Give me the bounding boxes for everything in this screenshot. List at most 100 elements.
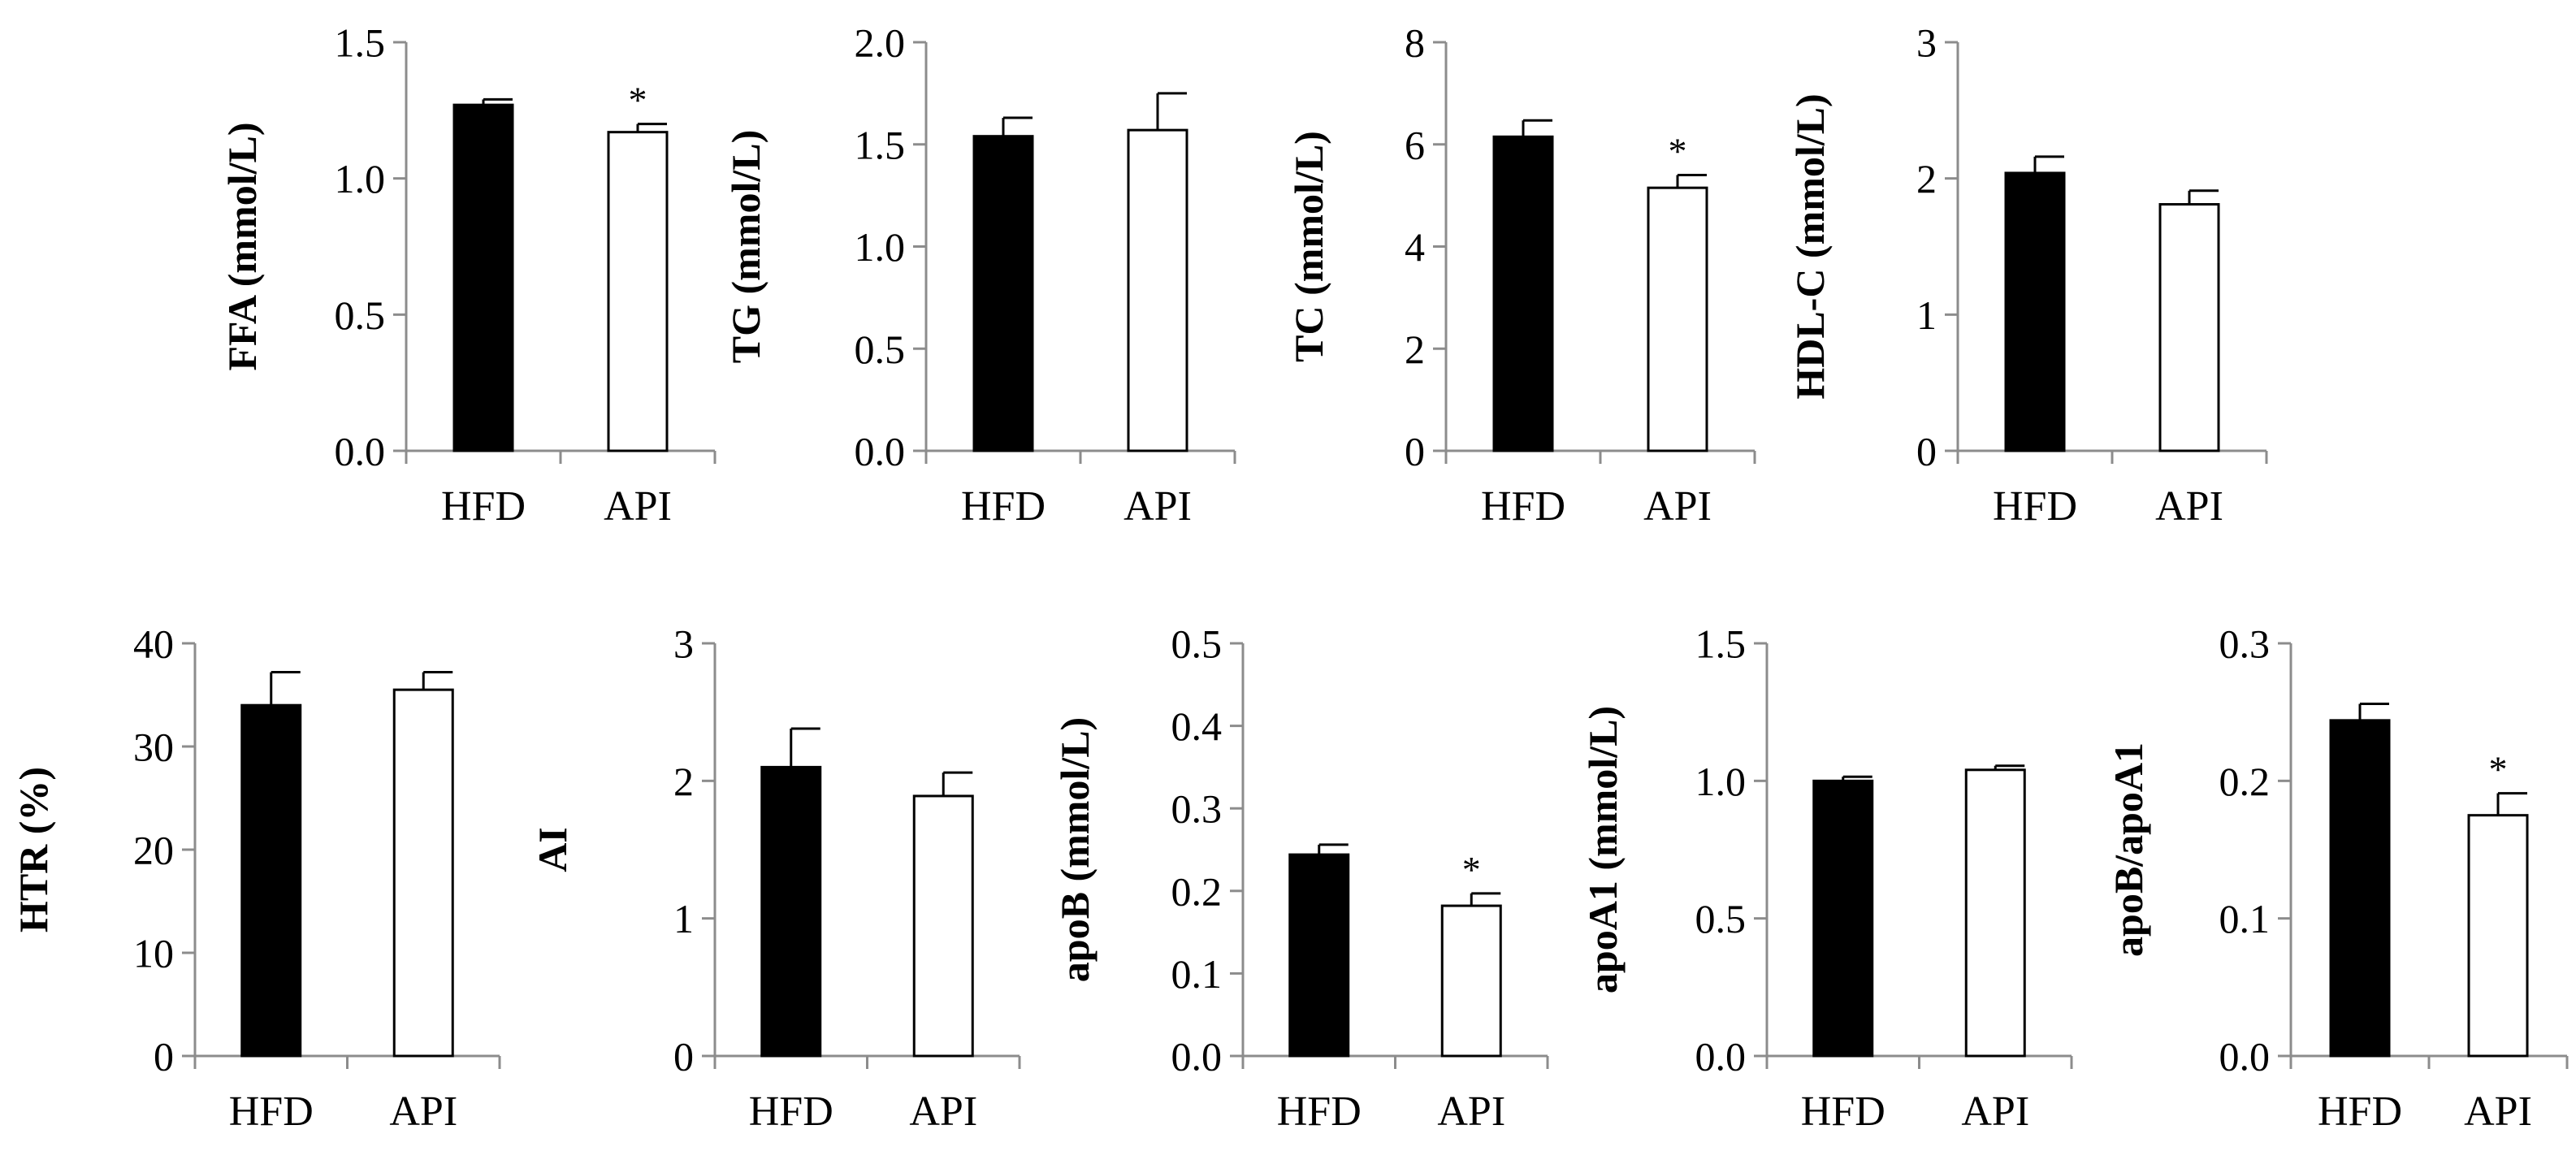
x-category-label: HFD xyxy=(749,1088,833,1135)
y-tick-label: 0.3 xyxy=(2219,621,2271,667)
bar-api xyxy=(1647,186,1708,452)
y-tick-label: 1.5 xyxy=(855,122,906,167)
y-tick-label: 2.0 xyxy=(855,20,906,66)
significance-marker: * xyxy=(629,80,647,121)
x-category-label: HFD xyxy=(229,1088,314,1135)
y-tick-label: 6 xyxy=(1405,122,1425,167)
y-tick-label: 0.5 xyxy=(1695,896,1747,941)
y-tick-label: 30 xyxy=(133,725,174,770)
bar-hfd xyxy=(2004,171,2066,452)
chart-hdlc: 0 1 2 3 HFD API HDL-C (mmol/L) xyxy=(1787,20,2268,530)
x-category-label: API xyxy=(2155,483,2223,530)
y-tick-label: 0.0 xyxy=(2219,1034,2271,1080)
y-tick-label: 2 xyxy=(1916,156,1937,201)
y-tick-label: 0.2 xyxy=(1171,868,1223,914)
bar-api xyxy=(1127,128,1188,452)
bar-hfd xyxy=(972,135,1034,452)
y-tick-label: 0.0 xyxy=(335,429,386,474)
y-tick-label: 2 xyxy=(673,759,694,804)
y-axis-label: HTR (%) xyxy=(11,767,56,932)
x-category-label: API xyxy=(604,483,672,530)
y-tick-label: 0 xyxy=(673,1034,694,1080)
bar-hfd xyxy=(1288,853,1350,1058)
y-tick-label: 0 xyxy=(154,1034,174,1080)
y-axis-label: AI xyxy=(530,827,575,872)
bar-api xyxy=(2467,814,2529,1058)
y-tick-label: 0.0 xyxy=(855,429,906,474)
y-axis-label: FFA (mmol/L) xyxy=(219,123,265,371)
x-category-label: HFD xyxy=(961,483,1046,530)
y-tick-label: 0.5 xyxy=(1171,621,1223,667)
bar-hfd xyxy=(1812,779,1874,1058)
x-category-label: API xyxy=(2464,1088,2532,1135)
significance-marker: * xyxy=(2489,749,2508,790)
y-tick-label: 0.5 xyxy=(335,292,386,338)
y-tick-label: 1.0 xyxy=(335,156,386,201)
chart-htr: 0 10 20 30 40 HFD API HTR (%) xyxy=(11,621,501,1135)
y-tick-label: 0 xyxy=(1405,429,1425,474)
x-category-label: API xyxy=(1437,1088,1505,1135)
bar-api xyxy=(1440,904,1502,1058)
bar-hfd xyxy=(760,765,822,1058)
bar-api xyxy=(912,794,974,1058)
y-tick-label: 1.0 xyxy=(855,224,906,270)
y-tick-label: 1 xyxy=(1916,292,1937,338)
y-axis-label: TG (mmol/L) xyxy=(723,130,768,363)
y-axis-label: HDL-C (mmol/L) xyxy=(1787,93,1833,399)
y-tick-label: 20 xyxy=(133,828,174,873)
y-tick-label: 1.0 xyxy=(1695,759,1747,804)
x-category-label: HFD xyxy=(1481,483,1565,530)
y-tick-label: 3 xyxy=(1916,20,1937,66)
x-category-label: API xyxy=(389,1088,457,1135)
bar-hfd xyxy=(240,703,302,1058)
y-tick-label: 1.5 xyxy=(335,20,386,66)
chart-apob-apoa1: 0.0 0.1 0.2 0.3 HFD * API apoB/apoA1 xyxy=(2106,621,2569,1135)
x-category-label: HFD xyxy=(2318,1088,2402,1135)
y-axis-label: TC (mmol/L) xyxy=(1286,131,1331,362)
y-tick-label: 2 xyxy=(1405,327,1425,372)
x-category-label: HFD xyxy=(441,483,526,530)
y-tick-label: 1.5 xyxy=(1695,621,1747,667)
chart-ffa: 0.0 0.5 1.0 1.5 HFD * API FFA (mmol/L) xyxy=(219,20,717,530)
x-category-label: HFD xyxy=(1801,1088,1885,1135)
x-category-label: API xyxy=(1123,483,1192,530)
y-tick-label: 0.1 xyxy=(2219,896,2271,941)
bar-hfd xyxy=(2329,719,2391,1058)
chart-tg: 0.0 0.5 1.0 1.5 2.0 HFD API TG (mmol/L) xyxy=(723,20,1236,530)
significance-marker: * xyxy=(1669,130,1687,171)
y-tick-label: 0.3 xyxy=(1171,786,1223,832)
y-tick-label: 0.0 xyxy=(1171,1034,1223,1080)
y-tick-label: 0.1 xyxy=(1171,951,1223,997)
bar-api xyxy=(1964,768,2026,1058)
bar-hfd xyxy=(1492,135,1554,452)
x-category-label: API xyxy=(909,1088,977,1135)
bar-api xyxy=(392,688,454,1058)
bar-api xyxy=(607,131,669,452)
chart-apoa1: 0.0 0.5 1.0 1.5 HFD API apoA1 (mmol/L) xyxy=(1580,621,2073,1135)
y-tick-label: 3 xyxy=(673,621,694,667)
chart-apob: 0.0 0.1 0.2 0.3 0.4 0.5 HFD * API apoB (mmol/L) xyxy=(1052,621,1549,1135)
bar-api xyxy=(2158,203,2220,452)
bar-hfd xyxy=(452,103,514,452)
y-tick-label: 0 xyxy=(1916,429,1937,474)
chart-ai: 0 1 2 3 HFD API AI xyxy=(530,621,1021,1135)
y-axis-label: apoB/apoA1 xyxy=(2106,742,2151,957)
y-tick-label: 0.5 xyxy=(855,327,906,372)
y-axis-label: apoA1 (mmol/L) xyxy=(1580,706,1626,993)
y-tick-label: 0.4 xyxy=(1171,703,1223,749)
y-axis-label: apoB (mmol/L) xyxy=(1052,717,1098,982)
y-tick-label: 4 xyxy=(1405,224,1425,270)
y-tick-label: 10 xyxy=(133,931,174,976)
x-category-label: HFD xyxy=(1993,483,2077,530)
x-category-label: API xyxy=(1643,483,1712,530)
y-tick-label: 0.2 xyxy=(2219,759,2271,804)
y-tick-label: 40 xyxy=(133,621,174,667)
significance-marker: * xyxy=(1462,849,1481,890)
y-tick-label: 8 xyxy=(1405,20,1425,66)
y-tick-label: 1 xyxy=(673,896,694,941)
x-category-label: HFD xyxy=(1277,1088,1362,1135)
chart-tc: 0 2 4 6 8 HFD * API TC (mmol/L) xyxy=(1286,20,1756,530)
y-tick-label: 0.0 xyxy=(1695,1034,1747,1080)
x-category-label: API xyxy=(1961,1088,2029,1135)
